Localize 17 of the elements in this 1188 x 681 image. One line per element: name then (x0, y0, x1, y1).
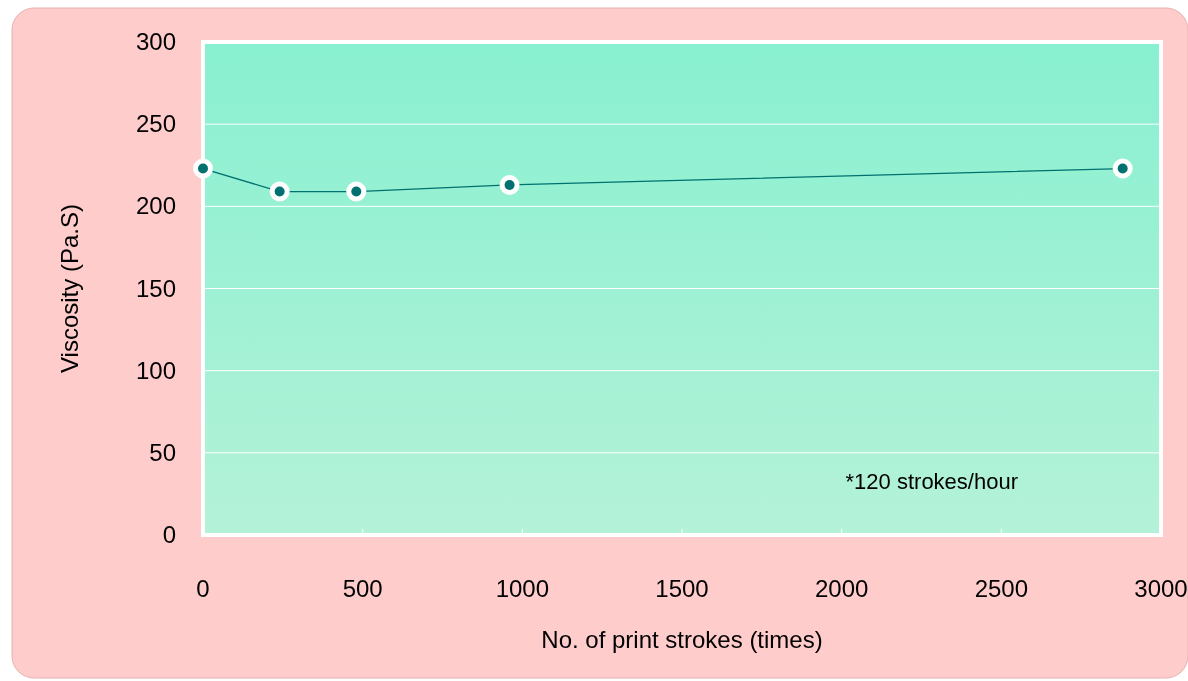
y-tick-label: 0 (162, 521, 176, 548)
y-tick-label: 250 (135, 110, 176, 138)
x-tick-label: 0 (196, 575, 210, 602)
y-tick-label: 50 (149, 438, 176, 466)
x-tick-label: 3000 (1134, 575, 1188, 602)
y-tick-label: 200 (135, 192, 176, 220)
y-tick-label: 150 (135, 274, 176, 302)
x-tick-label: 500 (342, 575, 383, 602)
x-tick-label: 1000 (495, 575, 550, 602)
x-tick-label: 2000 (814, 575, 869, 602)
x-tick-label: 2500 (974, 575, 1029, 602)
x-axis-title: No. of print strokes (times) (541, 626, 823, 653)
x-tick-label: 1500 (655, 575, 709, 602)
annotation: *120 strokes/hour (845, 469, 1018, 494)
y-tick-label: 300 (135, 28, 176, 55)
y-tick-label: 100 (135, 356, 176, 384)
y-axis-title: Viscosity (Pa.S) (56, 204, 83, 373)
